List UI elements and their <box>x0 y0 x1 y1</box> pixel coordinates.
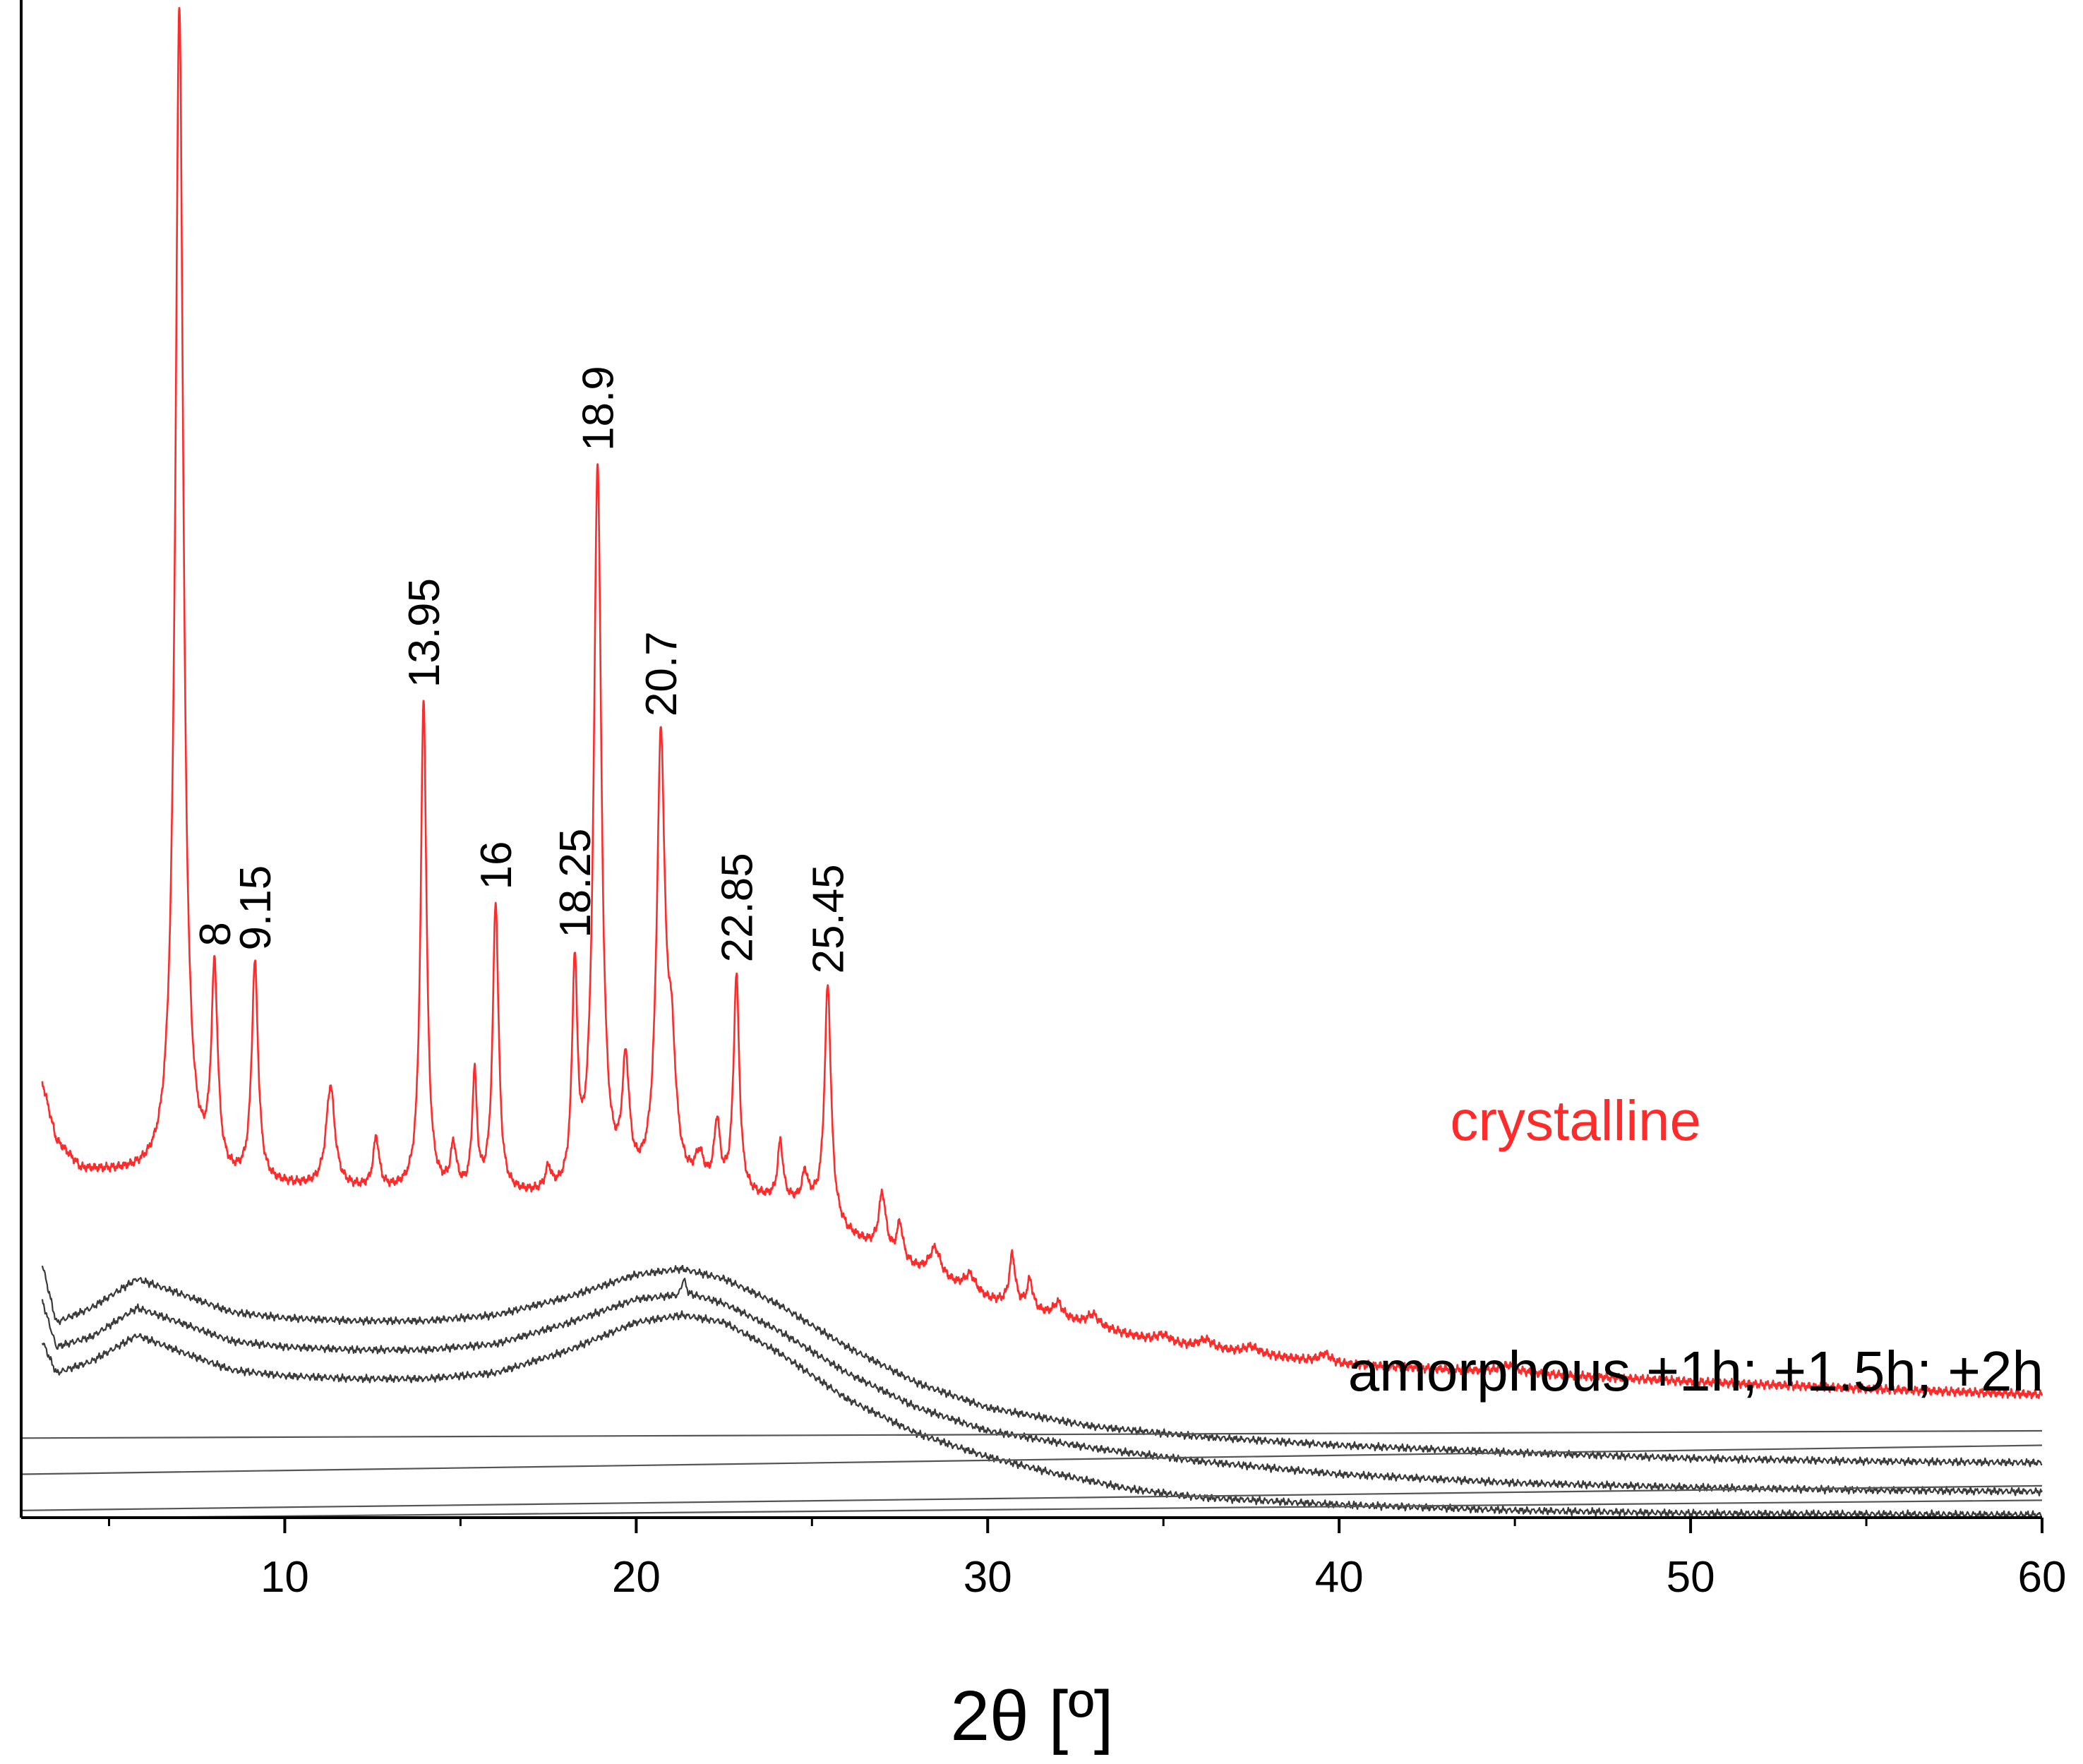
crystalline-annotation: crystalline <box>1450 1089 1701 1152</box>
x-tick-label: 30 <box>964 1553 1012 1602</box>
x-ticks: 10 20 30 40 50 60 <box>107 1518 2067 1602</box>
series-reference-line-4 <box>109 1499 2043 1519</box>
peak-label: 20.7 <box>637 631 686 716</box>
series-reference-line-2 <box>20 1444 2043 1475</box>
plot-traces <box>20 7 2043 1520</box>
peak-label: 25.45 <box>805 864 853 973</box>
x-tick-label: 60 <box>2018 1553 2067 1602</box>
amorphous-annotation: amorphous +1h; +1.5h; +2h <box>1348 1340 2043 1403</box>
peak-label: 16 <box>472 841 521 890</box>
peak-label: 13.95 <box>400 578 449 688</box>
x-tick-label: 10 <box>260 1553 309 1602</box>
series-reference-line-1 <box>20 1429 2043 1439</box>
x-axis-label: 2θ [º] <box>950 1676 1113 1756</box>
x-tick-label: 20 <box>612 1553 661 1602</box>
peak-label: 9.15 <box>232 865 280 951</box>
x-tick-label: 40 <box>1315 1553 1364 1602</box>
series-amorphous-1h <box>41 1264 2043 1468</box>
series-reference-line-3 <box>20 1484 2043 1511</box>
x-tick-label: 50 <box>1667 1553 1715 1602</box>
series-crystalline <box>41 7 2043 1400</box>
peak-label: 18.25 <box>551 829 600 938</box>
peak-label: 22.85 <box>713 853 762 962</box>
peak-label: 18.9 <box>575 366 623 451</box>
axes: 10 20 30 40 50 60 <box>20 0 2067 1602</box>
series-amorphous-2h <box>41 1310 2043 1520</box>
peak-label: 8 <box>191 922 240 946</box>
series-amorphous-1-5h <box>41 1278 2043 1496</box>
